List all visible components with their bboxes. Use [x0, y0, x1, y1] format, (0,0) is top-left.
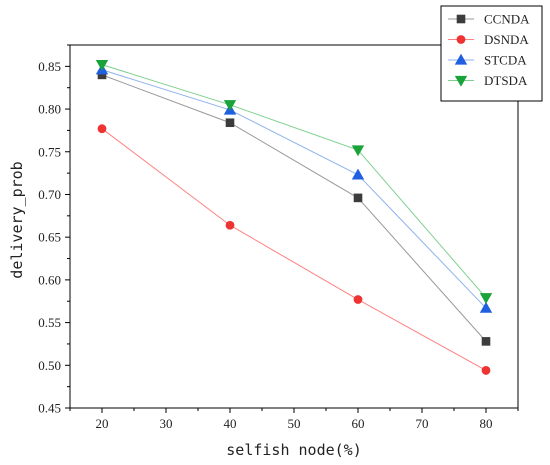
data-point-dtsda: [223, 100, 237, 111]
series-lines: [101, 64, 487, 371]
legend-label-dtsda: DTSDA: [484, 73, 528, 88]
x-tick-label: 70: [416, 416, 429, 431]
x-axis-title: selfish node(%): [226, 441, 361, 459]
legend-label-stcda: STCDA: [484, 53, 527, 68]
axes: 20 30 40 50 60 70 80 0.45 0.50 0.55 0.60 0.65 0.70 0.…: [38, 44, 519, 431]
legend-marker-ccnda: [456, 14, 466, 24]
x-tick-label: 80: [480, 416, 493, 431]
data-point-ccnda: [353, 193, 363, 203]
data-point-dsnda: [481, 366, 491, 375]
y-tick-label: 0.80: [38, 102, 61, 117]
data-point-ccnda: [97, 70, 107, 80]
legend-label-dsnda: DSNDA: [484, 32, 529, 47]
series-line-stcda: [101, 69, 487, 309]
y-tick-label: 0.55: [38, 315, 61, 330]
legend-marker-dsnda: [456, 35, 466, 44]
data-point-dtsda: [351, 145, 365, 157]
x-tick-label: 20: [96, 416, 109, 431]
x-tick-label: 30: [160, 416, 173, 431]
legend-label-ccnda: CCNDA: [484, 12, 530, 27]
series-line-ccnda: [101, 74, 487, 342]
x-tick-label: 50: [288, 416, 301, 431]
legend-marker-stcda: [454, 53, 468, 65]
series-line-dtsda: [101, 64, 487, 299]
x-tick-label: 60: [352, 416, 365, 431]
y-tick-label: 0.85: [38, 59, 61, 74]
x-tick-label: 40: [224, 416, 237, 431]
series-line-dsnda: [101, 128, 487, 371]
data-point-dtsda: [479, 293, 493, 305]
legend: CCNDA DSNDA STCDA DTSDA: [440, 5, 543, 102]
legend-marker-dtsda: [454, 75, 468, 87]
data-point-stcda: [479, 301, 493, 313]
data-point-ccnda: [225, 118, 235, 128]
data-point-ccnda: [481, 337, 491, 346]
data-point-dtsda: [95, 59, 109, 71]
data-point-stcda: [351, 168, 365, 180]
data-point-dsnda: [353, 295, 363, 304]
data-point-dsnda: [225, 220, 235, 230]
y-tick-label: 0.70: [38, 187, 61, 202]
y-tick-label: 0.50: [38, 358, 61, 373]
y-tick-label: 0.75: [38, 144, 61, 159]
y-tick-label: 0.60: [38, 272, 61, 287]
y-tick-label: 0.65: [38, 230, 61, 245]
data-point-dsnda: [97, 124, 107, 134]
series-markers: [95, 59, 493, 375]
y-axis-title: delivery_prob: [8, 161, 26, 278]
y-tick-label: 0.45: [38, 401, 61, 416]
